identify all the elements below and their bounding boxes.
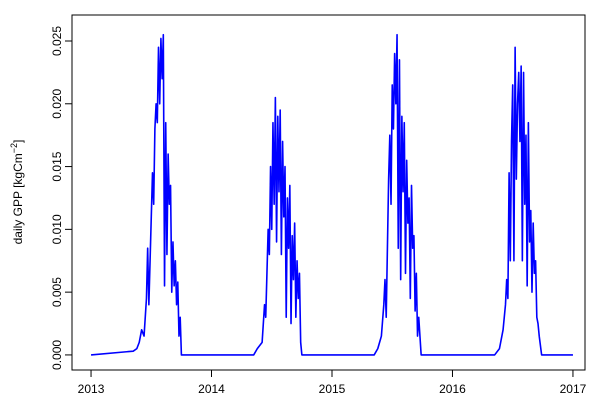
y-label-end: ] — [11, 140, 25, 143]
gpp-line — [90, 33, 573, 356]
plot-frame — [71, 14, 586, 371]
x-tick-label: 2017 — [560, 382, 587, 396]
x-tick-label: 2014 — [198, 382, 225, 396]
y-tick-label: 0.005 — [50, 277, 64, 307]
y-label-superscript: −2 — [9, 143, 19, 153]
y-label-text: daily GPP [kgCm — [11, 153, 25, 244]
x-tick-label: 2013 — [78, 382, 105, 396]
y-tick-label: 0.025 — [50, 26, 64, 56]
y-tick-label: 0.010 — [50, 214, 64, 244]
y-axis-label: daily GPP [kgCm−2] — [9, 140, 25, 245]
y-tick-label: 0.015 — [50, 151, 64, 181]
x-tick-label: 2015 — [319, 382, 346, 396]
x-tick-label: 2016 — [439, 382, 466, 396]
y-tick-label: 0.020 — [50, 88, 64, 118]
y-tick-label: 0.000 — [50, 340, 64, 370]
